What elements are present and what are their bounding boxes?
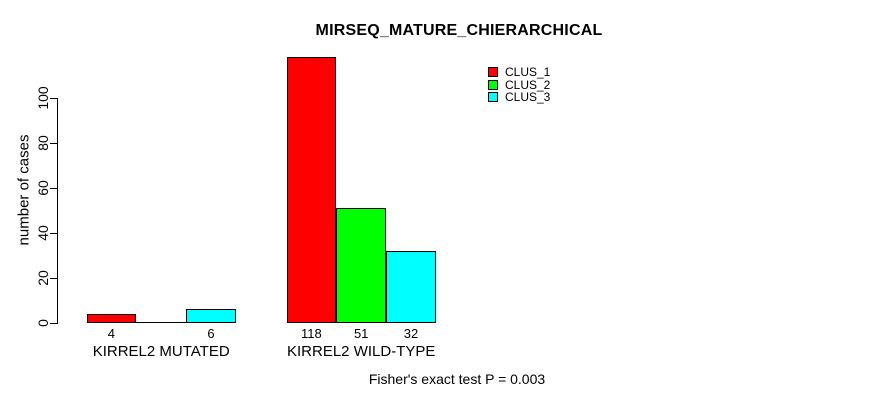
chart-title: MIRSEQ_MATURE_CHIERARCHICAL: [315, 22, 603, 39]
legend-label: CLUS_1: [505, 65, 551, 80]
group-label: KIRREL2 WILD-TYPE: [287, 343, 436, 360]
y-tick-mark: [50, 142, 58, 144]
y-tick-label: 20: [35, 270, 51, 286]
y-tick-mark: [50, 277, 58, 279]
bar-clus_1-1: [86, 314, 137, 323]
legend-swatch-icon: [488, 67, 498, 78]
bar-value-label: 4: [107, 326, 115, 341]
legend-label: CLUS_3: [505, 90, 551, 105]
legend-item-clus_3: CLUS_3: [488, 90, 551, 105]
group-label: KIRREL2 MUTATED: [92, 343, 230, 360]
legend-item-clus_1: CLUS_1: [488, 65, 551, 80]
bar-clus_1-2: [286, 57, 337, 323]
bar-value-label: 51: [353, 326, 369, 341]
statistical-test-note: Fisher's exact test P = 0.003: [368, 371, 546, 387]
bar-value-label: 118: [301, 326, 322, 341]
y-tick-label: 60: [35, 180, 51, 196]
bar-clus_2-1: [136, 322, 188, 323]
y-axis-line: [57, 98, 58, 324]
bar-value-label: 32: [403, 326, 419, 341]
legend-item-clus_2: CLUS_2: [488, 77, 551, 92]
y-tick-mark: [50, 322, 58, 324]
y-tick-mark: [50, 187, 58, 189]
legend-swatch-icon: [488, 92, 498, 103]
y-tick-label: 40: [35, 225, 51, 241]
legend: CLUS_1 CLUS_2 CLUS_3: [488, 65, 551, 105]
bar-clus_3-1: [186, 309, 236, 323]
y-tick-label: 100: [35, 86, 51, 110]
y-tick-mark: [50, 97, 58, 99]
y-tick-label: 0: [35, 319, 51, 327]
y-tick-mark: [50, 232, 58, 234]
y-axis-label: number of cases: [15, 134, 33, 246]
bar-clus_3-2: [386, 251, 436, 323]
bar-clus_2-2: [336, 208, 387, 323]
y-tick-label: 80: [35, 135, 51, 151]
legend-swatch-icon: [488, 79, 498, 90]
bar-value-label: 6: [207, 326, 215, 341]
legend-label: CLUS_2: [505, 77, 551, 92]
